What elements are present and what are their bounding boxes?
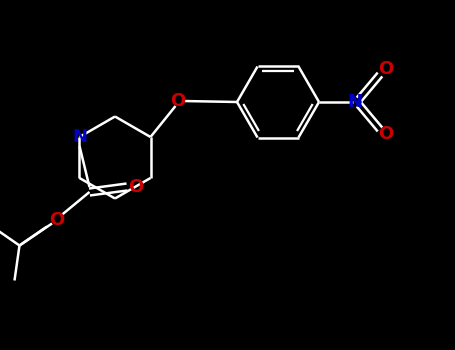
Text: O: O xyxy=(170,92,186,110)
Text: O: O xyxy=(379,126,394,144)
Text: O: O xyxy=(379,61,394,78)
Text: O: O xyxy=(128,178,144,196)
Text: N: N xyxy=(348,93,363,111)
Text: N: N xyxy=(72,128,87,146)
Text: O: O xyxy=(50,210,65,229)
